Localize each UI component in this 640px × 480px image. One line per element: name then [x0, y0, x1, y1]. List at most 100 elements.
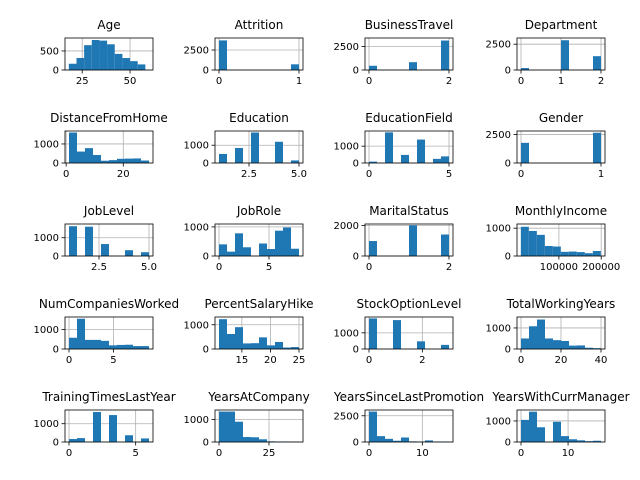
y-tick-label: 0: [203, 66, 209, 77]
subplot-title: YearsWithCurrManager: [491, 390, 629, 404]
y-tick-label: 1000: [334, 142, 359, 153]
histogram-bar: [235, 327, 243, 349]
subplot-title: Attrition: [235, 18, 284, 32]
histogram-bar: [593, 56, 601, 70]
x-tick-label: 1: [558, 76, 564, 87]
histogram-bar: [122, 58, 131, 70]
histogram-bar: [137, 64, 146, 70]
subplot-monthlyincome: 100000 200000 0 1000 MonthlyIncome: [486, 204, 621, 273]
histogram-bar: [521, 419, 529, 442]
histogram-bar: [593, 348, 601, 349]
x-tick-label: 25: [76, 76, 89, 87]
histogram-bar: [251, 343, 259, 349]
x-tick-label: 40: [595, 355, 608, 366]
axes-frame: [214, 316, 304, 350]
x-tick-label: 0: [366, 169, 372, 180]
x-tick-label: 5: [446, 169, 452, 180]
histogram-bar: [109, 415, 117, 442]
histogram-bar: [109, 160, 117, 163]
y-tick-label: 0: [203, 252, 209, 263]
histogram-bar: [133, 158, 141, 163]
subplot-title: MaritalStatus: [369, 204, 449, 218]
subplot-businesstravel: 0 2 0 2500 BusinessTravel: [334, 18, 454, 87]
axes-frame: [364, 223, 454, 257]
histogram-bar: [85, 226, 93, 256]
subplot-title: EducationField: [365, 111, 452, 125]
subplot-title: JobRole: [236, 204, 281, 218]
histogram-bar: [117, 344, 125, 349]
histogram-bar: [425, 440, 433, 442]
subplot-title: NumCompaniesWorked: [39, 297, 179, 311]
histogram-bar: [385, 132, 393, 163]
histogram-bar: [369, 411, 377, 442]
histogram-bar: [219, 40, 227, 70]
histogram-bar: [84, 45, 92, 70]
y-tick-label: 1000: [34, 139, 59, 150]
histogram-bar: [561, 40, 569, 70]
x-tick-label: 1: [598, 169, 604, 180]
histogram-bar: [235, 421, 243, 442]
y-tick-label: 0: [353, 66, 359, 77]
histogram-bar: [409, 62, 417, 70]
y-tick-label: 0: [505, 159, 511, 170]
x-tick-label: 0: [366, 262, 372, 273]
x-tick-label: 20: [117, 169, 130, 180]
histogram-bar: [561, 341, 569, 349]
histogram-bar: [101, 340, 109, 349]
histogram-bar: [91, 39, 100, 70]
histogram-bar: [520, 226, 529, 256]
subplot-title: YearsAtCompany: [207, 390, 309, 404]
histogram-bar: [114, 53, 123, 70]
x-tick-label: 10: [562, 448, 575, 459]
y-tick-label: 0: [353, 345, 359, 356]
histogram-bar: [369, 241, 377, 256]
histogram-bar: [528, 230, 537, 256]
histogram-bar: [77, 438, 85, 442]
axes-frame: [214, 223, 304, 257]
x-tick-label: 100000: [540, 262, 578, 273]
histogram-bar: [369, 65, 377, 70]
y-tick-label: 2500: [486, 40, 511, 51]
histogram-bar: [521, 338, 529, 349]
axes-frame: [364, 37, 454, 71]
subplot-attrition: 0 1 0 2500 Attrition: [184, 18, 304, 87]
subplot-education: 2.5 5.0 0 1000 Education: [184, 111, 307, 180]
x-tick-label: 0: [66, 448, 72, 459]
x-tick-label: 5: [132, 448, 138, 459]
y-tick-label: 1000: [34, 419, 59, 430]
y-tick-label: 0: [203, 438, 209, 449]
histogram-bar: [552, 246, 561, 256]
histogram-bar: [585, 441, 593, 442]
y-tick-label: 1000: [486, 224, 511, 235]
y-tick-label: 0: [53, 159, 59, 170]
y-tick-label: 2500: [486, 130, 511, 141]
x-tick-label: 0: [66, 355, 72, 366]
x-tick-label: 0: [366, 76, 372, 87]
histogram-bar: [235, 147, 243, 163]
histogram-bar: [401, 154, 409, 163]
subplot-title: YearsSinceLastPromotion: [333, 390, 484, 404]
histogram-bar: [69, 439, 77, 442]
histogram-bar: [537, 319, 545, 349]
histogram-bar: [235, 233, 243, 256]
histogram-bar: [125, 344, 133, 349]
y-tick-label: 1000: [486, 323, 511, 334]
subplot-title: TrainingTimesLastYear: [41, 390, 175, 404]
subplot-title: TotalWorkingYears: [506, 297, 616, 311]
histogram-bar: [99, 40, 108, 70]
x-tick-label: 50: [124, 76, 137, 87]
x-tick-label: 15: [235, 355, 248, 366]
histogram-bar: [441, 156, 449, 163]
histogram-bar: [133, 346, 141, 349]
subplot-department: 0 1 2 0 2500 Department: [486, 18, 606, 87]
x-tick-label: 5.0: [291, 169, 307, 180]
histogram-bar: [553, 421, 561, 442]
histogram-bar: [125, 158, 133, 163]
x-tick-label: 1: [296, 76, 302, 87]
histogram-bar: [101, 244, 109, 256]
x-tick-label: 0: [518, 355, 524, 366]
histogram-bar: [77, 318, 85, 349]
axes-frame: [214, 130, 304, 164]
y-tick-label: 0: [505, 438, 511, 449]
subplot-gender: 0 1 0 2500 Gender: [486, 111, 606, 180]
